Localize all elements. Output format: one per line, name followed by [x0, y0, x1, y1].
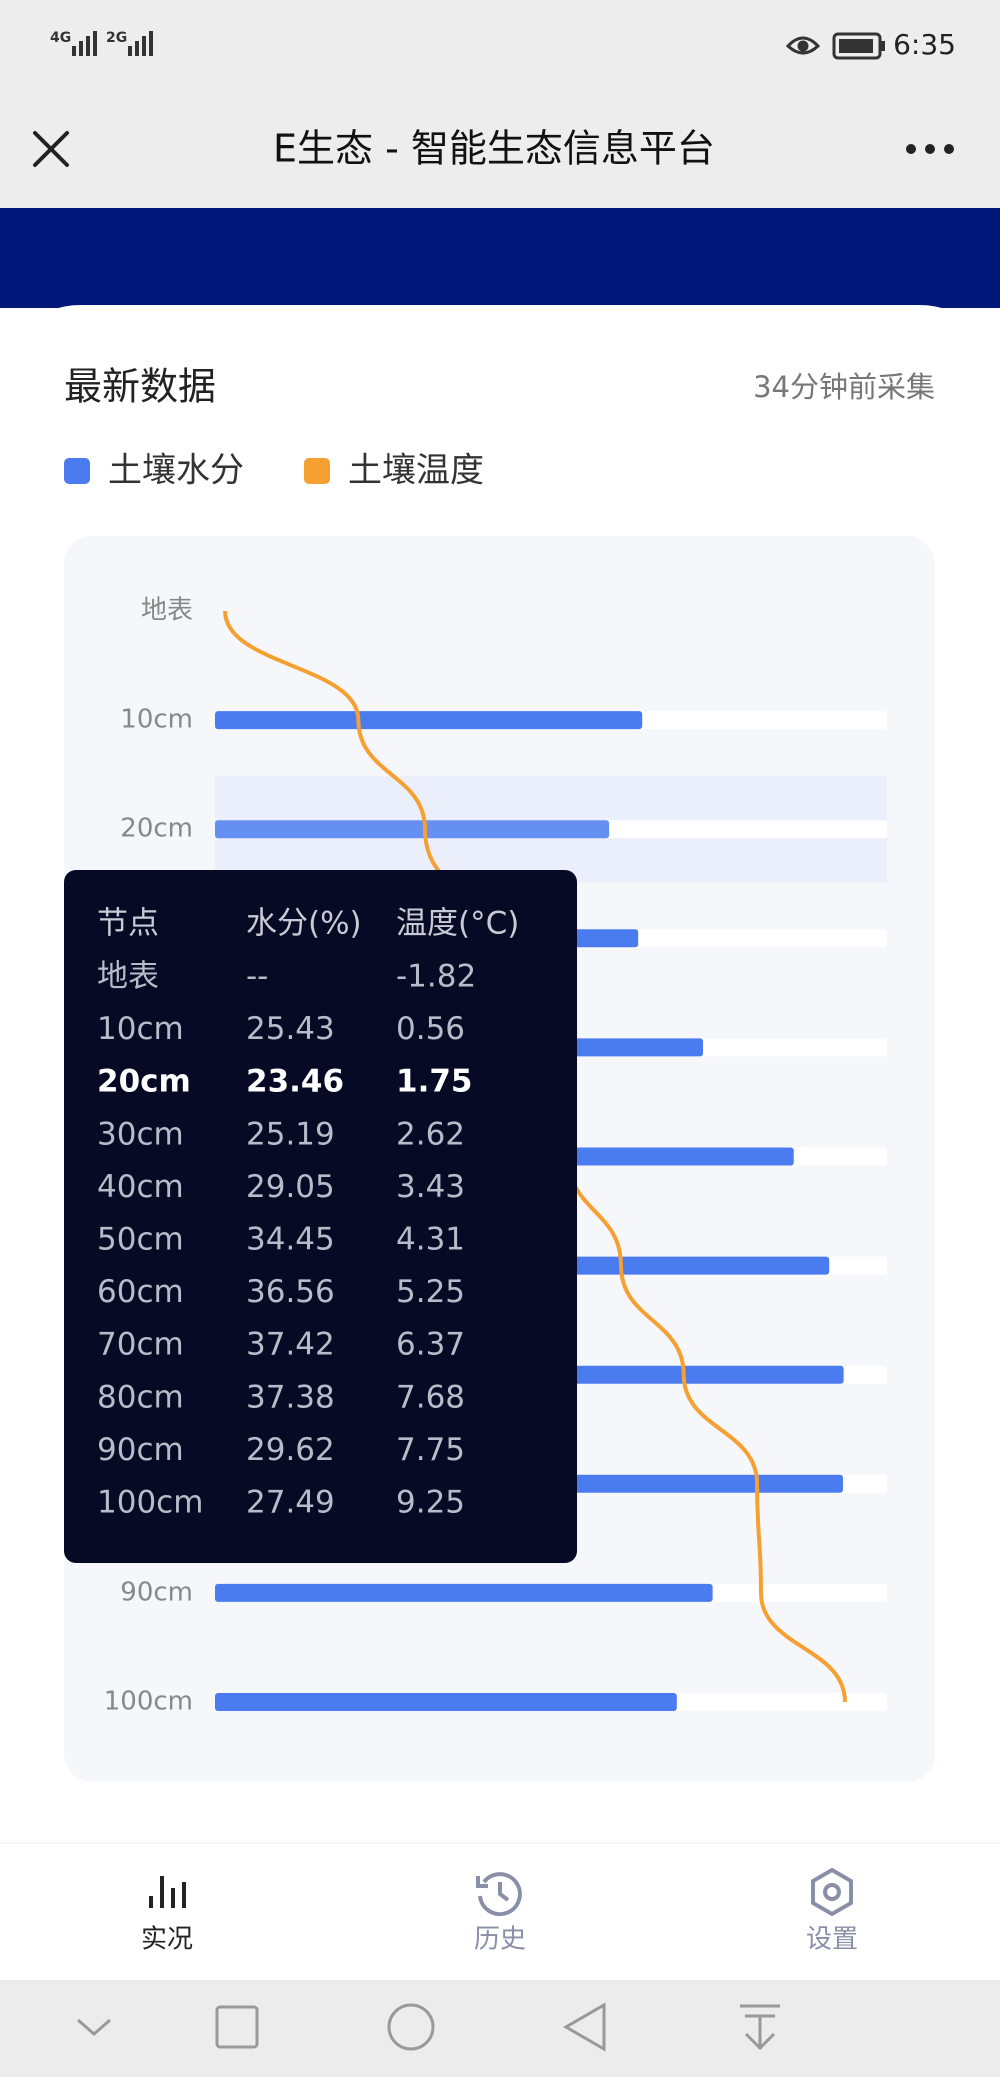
tooltip-cell: 100cm [97, 1485, 203, 1521]
legend-swatch [64, 458, 90, 484]
bottom-nav [0, 1843, 1000, 1980]
top-bar-bg [0, 0, 1000, 208]
signal-label: 2G [106, 30, 127, 46]
more-button[interactable] [906, 144, 954, 154]
tooltip-cell: 40cm [97, 1169, 184, 1205]
bar [215, 1583, 713, 1602]
nav-label: 设置 [806, 1925, 858, 1955]
tooltip-cell: 3.43 [396, 1169, 465, 1205]
tooltip-cell: 34.45 [246, 1222, 335, 1258]
y-tick-label: 100cm [104, 1687, 193, 1717]
tooltip-cell: 1.75 [396, 1064, 473, 1100]
tooltip-cell: 6.37 [396, 1327, 465, 1363]
tooltip-cell: 30cm [97, 1116, 184, 1152]
header-title: E生态 - 智能生态信息平台 [273, 127, 715, 171]
legend-label: 土壤温度 [348, 451, 484, 491]
tooltip-cell: 10cm [97, 1011, 184, 1047]
legend-swatch [304, 458, 330, 484]
nav-icon [149, 1876, 186, 1908]
tooltip-cell: 29.05 [246, 1169, 335, 1205]
tooltip-cell: 50cm [97, 1222, 184, 1258]
card-title: 最新数据 [64, 365, 216, 409]
legend-label: 土壤水分 [108, 451, 244, 491]
tooltip-cell: -- [246, 959, 268, 995]
bar [215, 820, 610, 839]
bar [215, 711, 643, 730]
eye-icon [785, 36, 821, 55]
tooltip [64, 870, 577, 1563]
nav-icon [811, 1867, 853, 1917]
tooltip-cell: 90cm [97, 1432, 184, 1468]
tooltip-cell: 70cm [97, 1327, 184, 1363]
y-tick-label: 地表 [141, 596, 193, 626]
tooltip-cell: 5.25 [396, 1274, 465, 1310]
tooltip-cell: 2.62 [396, 1116, 465, 1152]
tooltip-cell: 4.31 [396, 1222, 465, 1258]
tooltip-cell: 25.19 [246, 1116, 335, 1152]
bar [215, 1693, 677, 1711]
tooltip-cell: 27.49 [246, 1485, 335, 1521]
tooltip-cell: 23.46 [246, 1064, 344, 1100]
system-nav-buttons[interactable] [77, 2002, 780, 2052]
tooltip-header: 水分(%) [246, 906, 362, 942]
nav-icon [823, 1883, 841, 1901]
nav-tab[interactable]: 设置 [806, 1867, 858, 1955]
system-nav [0, 1980, 1000, 2077]
nav-tab[interactable]: 实况 [141, 1876, 193, 1955]
nav-label: 历史 [474, 1925, 526, 1955]
banner [0, 208, 1000, 308]
battery-icon [832, 32, 885, 60]
tooltip-cell: 37.38 [246, 1379, 335, 1415]
tooltip-header: 节点 [97, 906, 159, 942]
tooltip-cell: 37.42 [246, 1327, 335, 1363]
tooltip-cell: 7.68 [396, 1379, 465, 1415]
tooltip-cell: 0.56 [396, 1011, 465, 1047]
signal-bars [72, 31, 153, 56]
y-tick-label: 10cm [120, 705, 193, 735]
nav-icon [476, 1872, 522, 1917]
tooltip-cell: 9.25 [396, 1485, 465, 1521]
tooltip-cell: 80cm [97, 1379, 184, 1415]
tooltip-cell: 36.56 [246, 1274, 335, 1310]
y-tick-label: 90cm [120, 1577, 193, 1607]
nav-label: 实况 [141, 1925, 193, 1955]
tooltip-cell: 60cm [97, 1274, 184, 1310]
signal-label: 4G [50, 30, 71, 46]
card-subtitle: 34分钟前采集 [753, 370, 935, 404]
tooltip-cell: 7.75 [396, 1432, 465, 1468]
y-tick-label: 20cm [120, 814, 193, 844]
close-button[interactable] [33, 131, 69, 167]
nav-tab[interactable]: 历史 [474, 1872, 526, 1955]
clock: 6:35 [893, 28, 956, 61]
tooltip-cell: -1.82 [396, 959, 476, 995]
tooltip-cell: 25.43 [246, 1011, 335, 1047]
tooltip-cell: 20cm [97, 1064, 191, 1100]
tooltip-header: 温度(°C) [396, 906, 519, 942]
tooltip-cell: 地表 [97, 959, 159, 995]
tooltip-cell: 29.62 [246, 1432, 335, 1468]
